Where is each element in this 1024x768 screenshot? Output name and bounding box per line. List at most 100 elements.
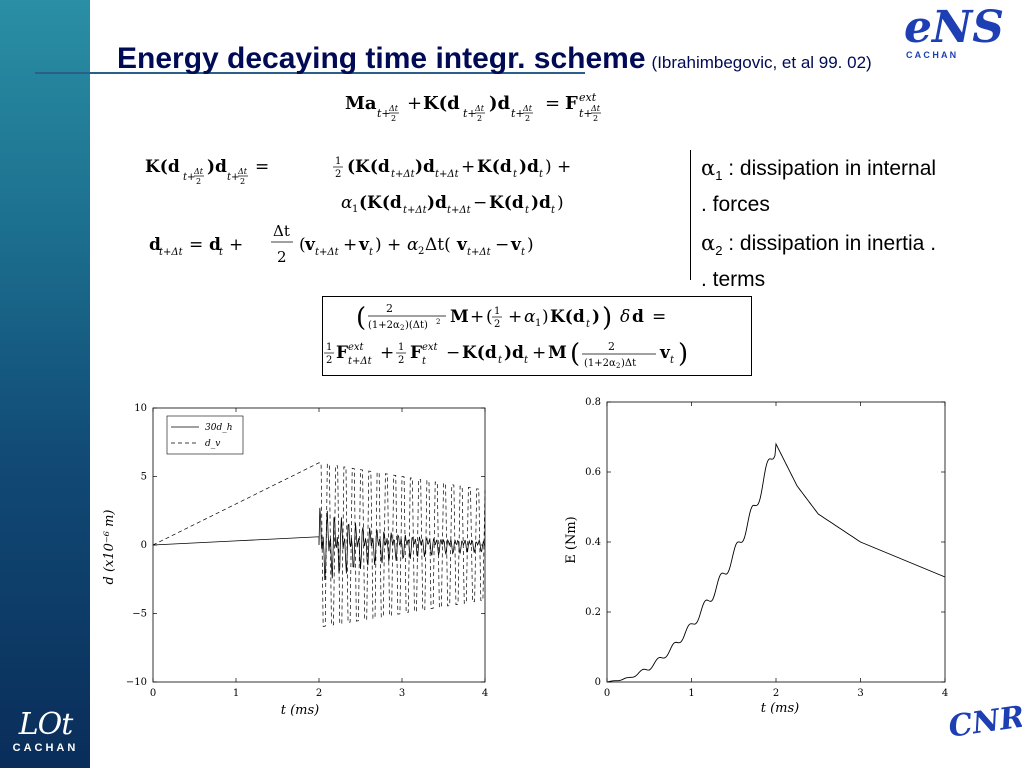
alpha2-note: α2 : dissipation in inertia . . terms — [701, 231, 937, 292]
svg-text:)d: )d — [207, 157, 227, 177]
chart2-xtick-label: 4 — [942, 688, 948, 699]
chart1-xtick-label: 1 — [233, 688, 239, 699]
chart2-ytick-label: 0.6 — [585, 467, 601, 478]
svg-text:α: α — [524, 307, 536, 327]
svg-text:t+: t+ — [463, 107, 477, 120]
svg-text:2: 2 — [418, 246, 424, 257]
svg-text:2: 2 — [335, 169, 341, 180]
svg-text:t: t — [219, 247, 224, 258]
svg-text:+: + — [470, 307, 484, 327]
svg-text:d: d — [209, 235, 221, 255]
svg-text:1: 1 — [398, 342, 404, 353]
svg-text:2: 2 — [525, 114, 530, 123]
chart2-xtick-label: 2 — [773, 688, 779, 699]
alpha1-note: α1 : dissipation in internal . forces — [701, 156, 937, 217]
svg-text:t+Δt: t+Δt — [391, 169, 416, 180]
svg-text:ext: ext — [579, 91, 597, 104]
svg-text:t: t — [525, 205, 530, 216]
svg-text:=: = — [189, 235, 203, 255]
svg-text:+: + — [508, 307, 522, 327]
svg-text:α: α — [341, 193, 353, 213]
ens-logo-tagline: C A C H A N — [906, 50, 956, 60]
svg-text:t+Δt: t+Δt — [447, 205, 472, 216]
svg-text:F: F — [565, 93, 578, 114]
chart1-xlabel: t (ms) — [281, 703, 320, 718]
svg-text:(K(d: (K(d — [347, 157, 390, 177]
svg-text:(1+2α: (1+2α — [584, 358, 616, 369]
svg-text:v: v — [510, 235, 522, 255]
university-logo-city: CACHAN — [12, 742, 79, 754]
svg-text:)d: )d — [415, 157, 435, 177]
title-citation: (Ibrahimbegovic, et al 99. 02) — [651, 53, 872, 72]
svg-text:v: v — [358, 235, 370, 255]
svg-text:−: − — [495, 235, 509, 255]
svg-text:+: + — [407, 93, 422, 114]
svg-text:)d: )d — [519, 157, 539, 177]
svg-text:+: + — [380, 343, 394, 363]
svg-text:α: α — [407, 235, 419, 255]
svg-text:2: 2 — [326, 355, 332, 366]
svg-text:ext: ext — [422, 342, 439, 353]
chart2-xtick-label: 0 — [604, 688, 610, 699]
svg-text:t: t — [524, 355, 529, 366]
svg-text:2: 2 — [398, 355, 404, 366]
svg-text:(: ( — [486, 307, 493, 327]
svg-text:2: 2 — [391, 114, 396, 123]
svg-text:2: 2 — [240, 177, 245, 186]
svg-text:δ: δ — [620, 307, 630, 327]
svg-text:2: 2 — [477, 114, 482, 123]
svg-text:)(Δt): )(Δt) — [405, 320, 428, 331]
svg-text:(: ( — [299, 235, 306, 255]
scheme-equations: K(d t+ Δt2 )d t+ Δt2 = 12 (K(d t+Δt )d t+Δ… — [145, 156, 571, 266]
chart2-ytick-label: 0.8 — [585, 397, 601, 408]
svg-text:2: 2 — [436, 318, 440, 326]
svg-text:(: ( — [356, 303, 366, 333]
svg-text:t+: t+ — [377, 107, 391, 120]
svg-text:t+Δt: t+Δt — [159, 247, 184, 258]
svg-text:=: = — [652, 307, 666, 327]
svg-text:t+: t+ — [183, 172, 195, 183]
svg-text:t+Δt: t+Δt — [467, 247, 492, 258]
cnrs-logo: CNRS — [946, 697, 1022, 745]
svg-text:v: v — [659, 343, 671, 363]
svg-text:): ) — [542, 307, 549, 327]
svg-text:) +: ) + — [545, 157, 571, 177]
dissipation-notes: α1 : dissipation in internal . forces α2… — [690, 150, 1010, 291]
svg-text:M: M — [450, 307, 469, 327]
svg-text:Δt: Δt — [193, 167, 204, 176]
svg-text:t: t — [369, 247, 374, 258]
energy-series-line — [606, 442, 946, 683]
svg-text:K(d: K(d — [550, 307, 585, 327]
ens-cachan-logo: eNS C A C H A N — [904, 2, 1004, 60]
chart2-xtick-label: 1 — [688, 688, 694, 699]
svg-text:K(d: K(d — [462, 343, 497, 363]
svg-text:2: 2 — [608, 340, 615, 353]
svg-text:(: ( — [570, 339, 580, 369]
svg-text:1: 1 — [535, 318, 541, 329]
svg-text:2: 2 — [386, 302, 393, 315]
svg-text:Ma: Ma — [345, 93, 377, 114]
svg-text:2: 2 — [494, 319, 500, 330]
energy-chart: 0 1 2 3 4 0.8 0.6 0.4 0.2 0 t (ms) E (Nm) — [564, 397, 948, 716]
chart1-xtick-label: 0 — [150, 688, 156, 699]
svg-text:(1+2α: (1+2α — [368, 320, 400, 331]
svg-text:+: + — [461, 157, 475, 177]
left-sidebar — [0, 0, 90, 768]
svg-text:)d: )d — [489, 93, 511, 114]
cnrs-logo-text: CNRS — [946, 697, 1022, 745]
svg-text:−: − — [473, 193, 487, 213]
svg-text:F: F — [410, 343, 422, 363]
svg-text:2: 2 — [593, 114, 598, 123]
legend-dv: d_v — [205, 439, 220, 449]
internal-force-equation: K(d t+ Δt2 )d t+ Δt2 = 12 (K(d t+Δt )d t+Δ… — [145, 156, 571, 186]
series-dv-line — [152, 462, 486, 627]
svg-text:): ) — [678, 339, 688, 369]
chart1-ytick-label: −10 — [126, 677, 147, 688]
svg-text:2: 2 — [196, 177, 201, 186]
svg-text:)d: )d — [531, 193, 551, 213]
svg-text:F: F — [336, 343, 348, 363]
svg-text:+: + — [229, 235, 243, 255]
chart2-ytick-label: 0.4 — [585, 537, 601, 548]
